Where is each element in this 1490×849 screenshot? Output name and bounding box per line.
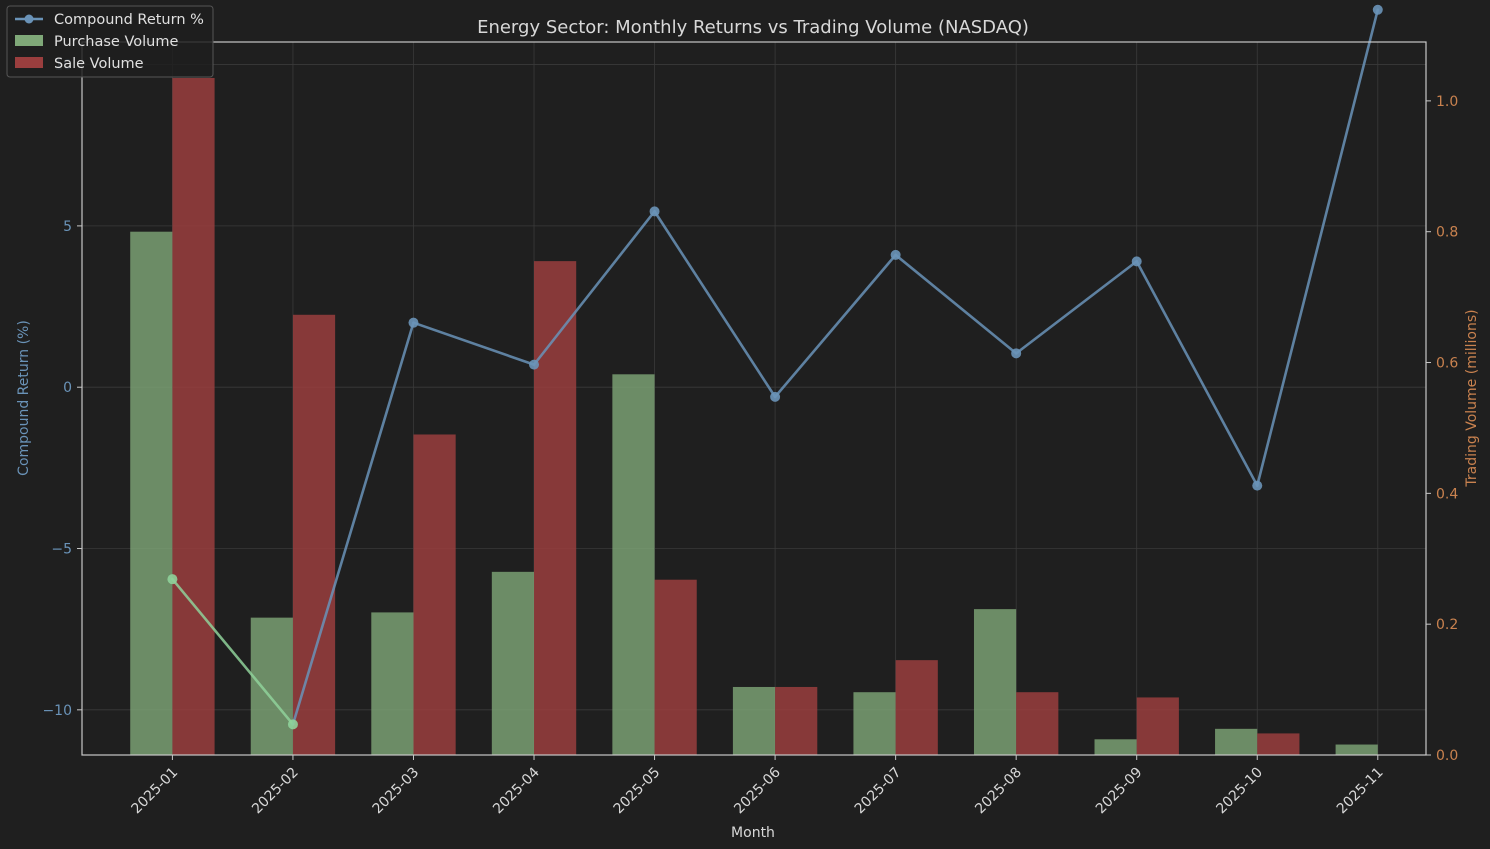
purchase-volume-bar: [130, 231, 173, 755]
chart-title: Energy Sector: Monthly Returns vs Tradin…: [477, 17, 1029, 38]
return-line-segment: [1255, 8, 1380, 487]
right-y-axis-label: Trading Volume (millions): [1464, 309, 1480, 487]
sale-volume-bar: [895, 660, 938, 755]
purchase-volume-bar: [973, 609, 1017, 755]
return-point: [890, 249, 901, 260]
return-line-segment: [773, 253, 897, 399]
x-tick-label: 2025-06: [731, 764, 784, 817]
return-point: [1011, 348, 1022, 359]
sale-volume-bar: [1136, 697, 1179, 755]
return-point: [167, 574, 178, 585]
x-tick-label: 2025-03: [370, 765, 423, 818]
left-y-tick-label: 0: [63, 380, 72, 396]
return-point: [287, 719, 298, 730]
return-point: [770, 391, 781, 402]
return-line-segment: [412, 321, 536, 366]
return-point: [1252, 480, 1263, 491]
purchase-volume-bar: [732, 686, 776, 755]
left-y-tick-label: 5: [63, 219, 72, 235]
right-y-tick-label: 0.4: [1436, 486, 1458, 502]
right-y-tick-label: 0.2: [1436, 617, 1458, 633]
right-y-tick-label: 0.8: [1436, 225, 1458, 241]
purchase-volume-bar: [1335, 744, 1378, 755]
purchase-volume-bar: [371, 612, 414, 755]
legend-label-purchase: Purchase Volume: [54, 34, 178, 50]
return-point: [649, 206, 660, 217]
left-y-axis-label: Compound Return (%): [16, 320, 32, 476]
sale-volume-bar: [654, 579, 697, 755]
left-y-tick-label: −5: [51, 542, 72, 558]
right-y-tick-label: 1.0: [1436, 94, 1458, 110]
right-y-tick-label: 0.6: [1436, 356, 1458, 372]
x-tick-label: 2025-04: [490, 764, 543, 817]
sale-volume-bar: [292, 314, 336, 755]
purchase-volume-bar: [853, 692, 896, 755]
return-line-segment: [894, 253, 1018, 355]
sale-volume-bar: [1016, 692, 1059, 755]
legend: Compound Return % Purchase Volume Sale V…: [6, 5, 214, 78]
return-line-segment: [653, 210, 777, 399]
x-axis-label: Month: [731, 825, 775, 841]
return-point: [1131, 256, 1142, 267]
legend-marker-icon: [24, 14, 34, 24]
purchase-volume-bar: [250, 617, 293, 755]
x-tick-label: 2025-01: [129, 765, 182, 818]
return-line-segment: [1014, 260, 1139, 355]
return-line: [167, 4, 1383, 730]
sale-volume-bar: [775, 686, 818, 755]
x-tick-label: 2025-07: [852, 765, 905, 818]
return-line-segment: [532, 210, 656, 366]
sale-volume-bar: [172, 77, 215, 756]
bars: [130, 77, 1378, 756]
x-tick-label: 2025-02: [249, 765, 302, 818]
x-tick-label: 2025-09: [1093, 765, 1146, 818]
purchase-volume-bar: [1094, 739, 1137, 755]
return-point: [408, 317, 419, 328]
return-point: [529, 359, 540, 370]
return-line-segment: [171, 577, 295, 726]
legend-swatch-purchase: [15, 35, 43, 46]
plot-frame: [81, 41, 1427, 756]
x-tick-label: 2025-08: [972, 765, 1025, 818]
legend-box: [6, 5, 214, 78]
legend-label-return: Compound Return %: [54, 12, 204, 28]
x-tick-label: 2025-05: [611, 765, 664, 818]
legend-label-sale: Sale Volume: [54, 56, 144, 72]
purchase-volume-bar: [612, 374, 655, 755]
sale-volume-bar: [534, 261, 577, 755]
sale-volume-bar: [413, 434, 456, 755]
sale-volume-bar: [1257, 733, 1300, 755]
return-line-segment: [291, 321, 415, 726]
purchase-volume-bar: [491, 571, 535, 755]
legend-swatch-sale: [15, 57, 43, 68]
x-tick-label: 2025-10: [1213, 765, 1266, 818]
purchase-volume-bar: [1215, 728, 1258, 755]
return-line-segment: [1135, 260, 1259, 487]
left-y-tick-label: −10: [42, 703, 72, 719]
return-point: [1372, 4, 1383, 15]
x-tick-label: 2025-11: [1334, 765, 1387, 818]
right-y-tick-label: 0.0: [1436, 748, 1458, 764]
